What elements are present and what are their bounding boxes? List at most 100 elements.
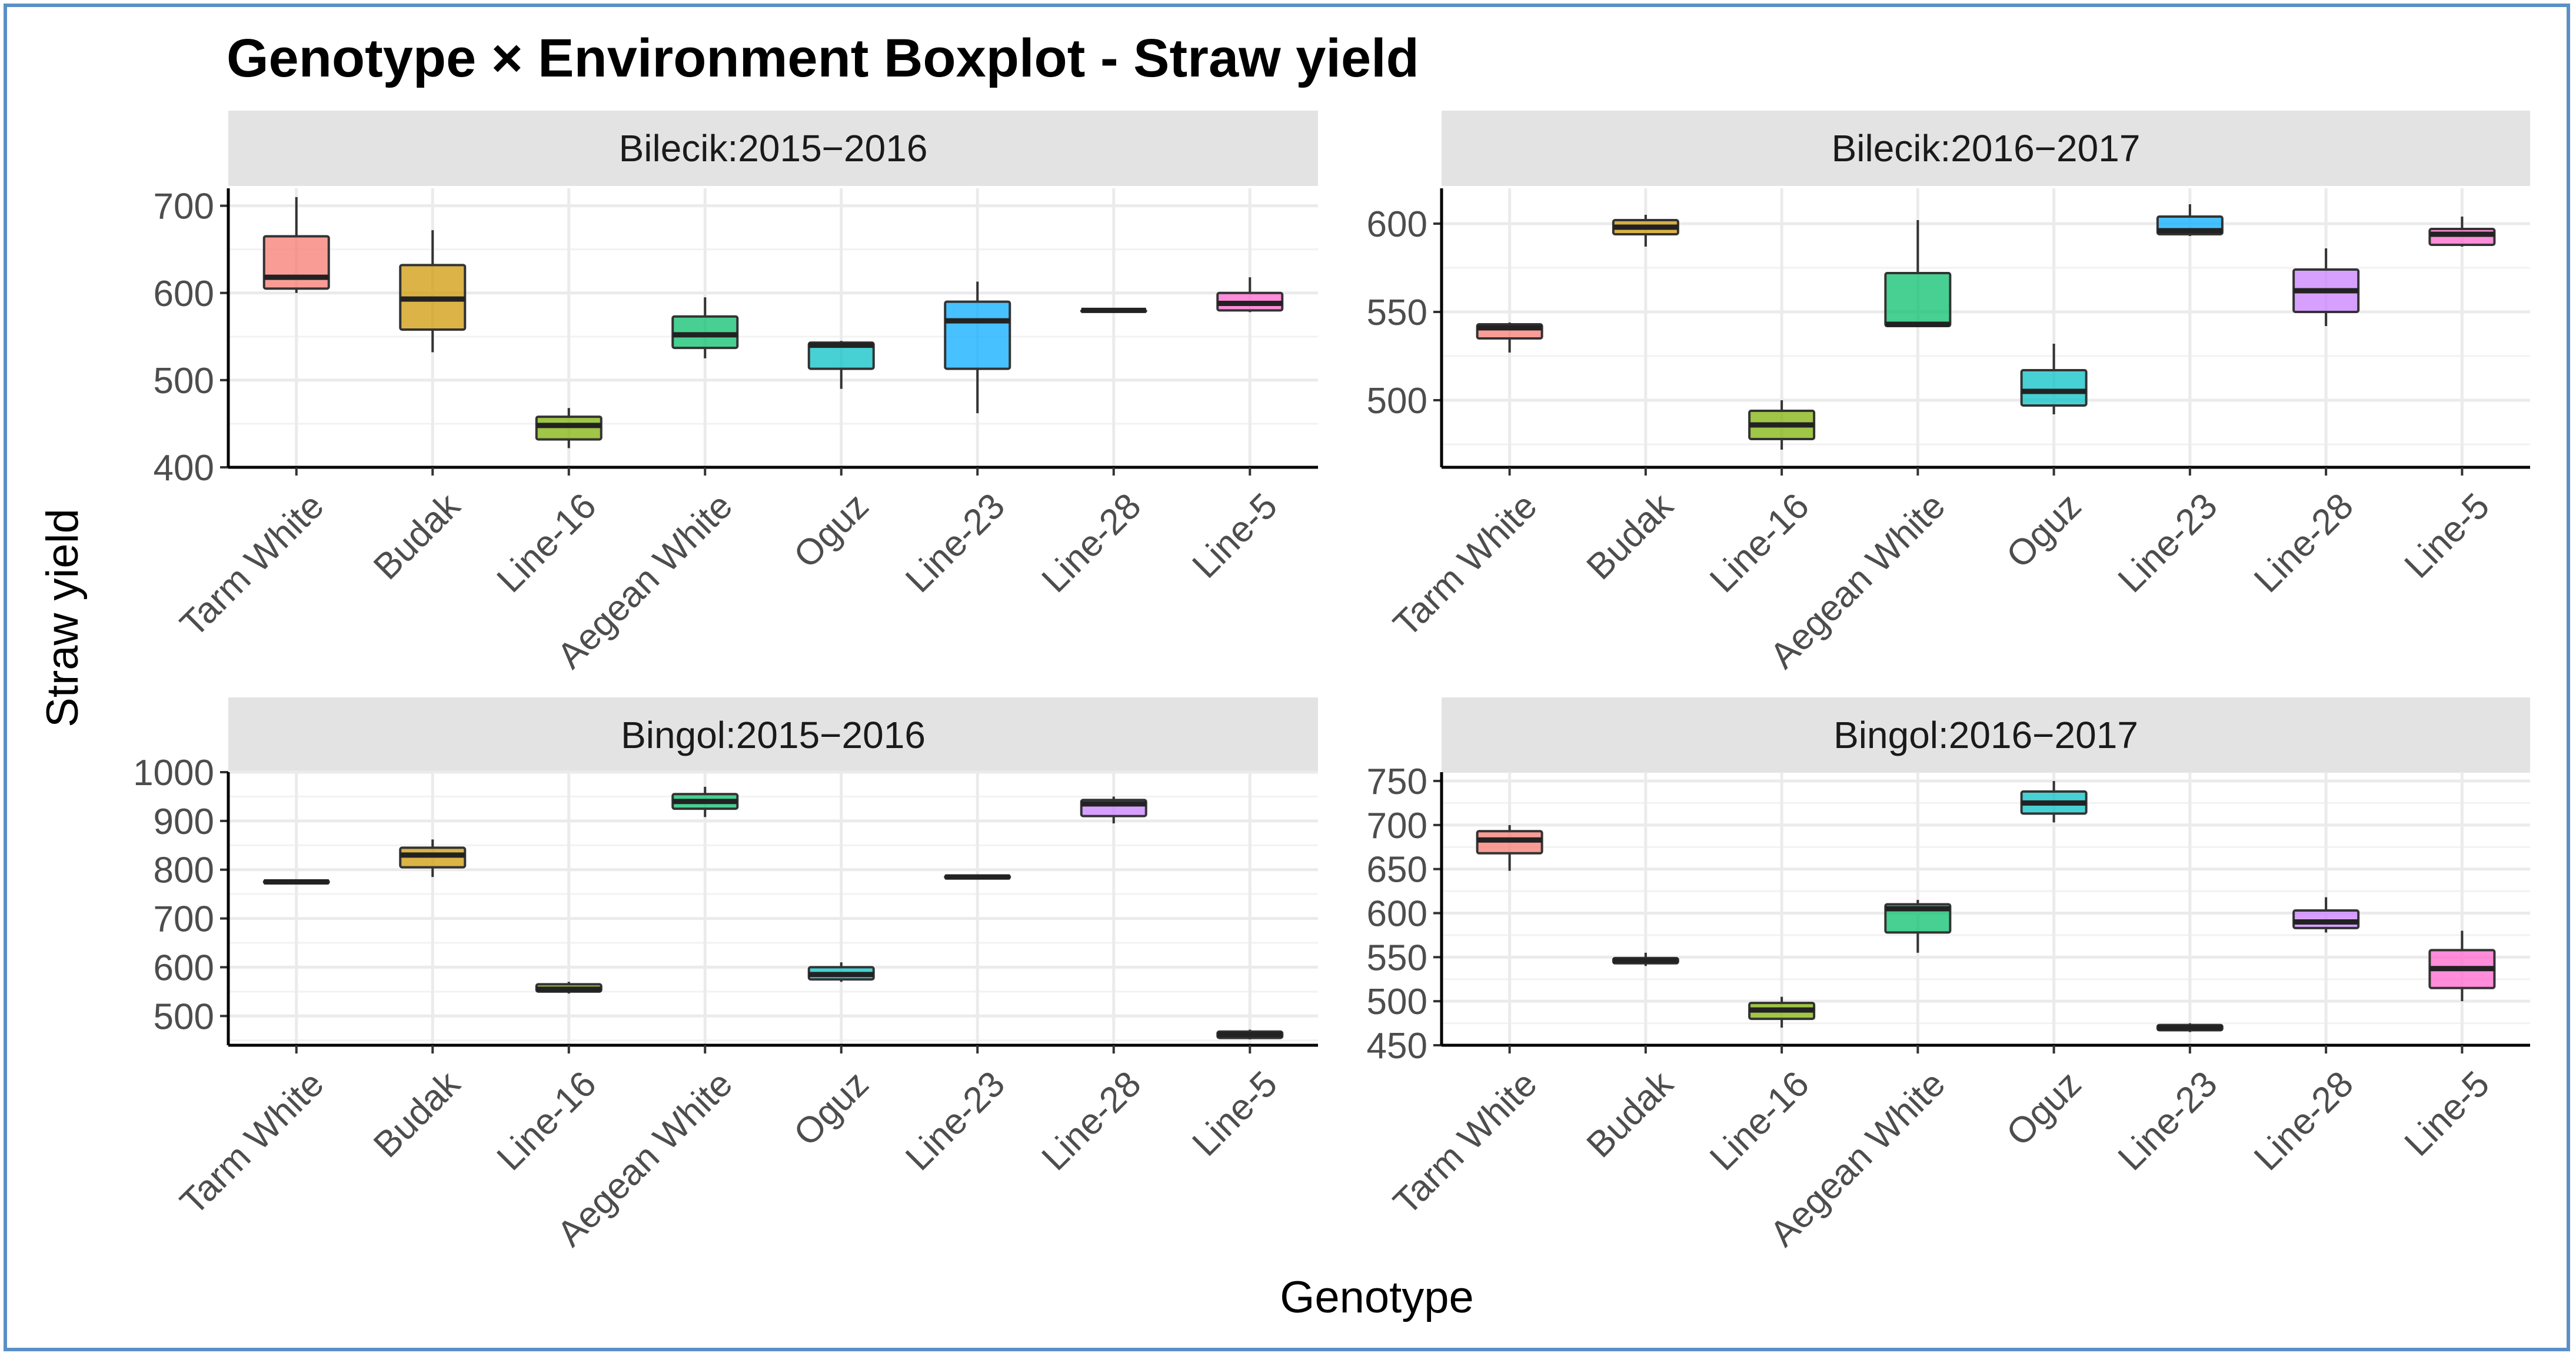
boxplot-tarm-white xyxy=(262,879,330,885)
box-iqr xyxy=(944,300,1011,370)
x-tick-label: Line-23 xyxy=(2111,486,2225,600)
chart-title: Genotype × Environment Boxplot - Straw y… xyxy=(227,28,1419,88)
x-tick-label: Line-28 xyxy=(1034,1063,1149,1178)
x-tick-label: Budak xyxy=(1579,485,1682,587)
y-tick-label: 650 xyxy=(1367,850,1427,890)
x-tick-label: Line-16 xyxy=(490,1063,604,1178)
x-tick-label: Tarm White xyxy=(1386,486,1545,644)
y-tick-label: 500 xyxy=(154,996,214,1037)
boxplot-oguz xyxy=(2020,344,2088,414)
facet-strip-label: Bingol:2015−2016 xyxy=(621,714,926,756)
boxplot-line-28 xyxy=(1080,307,1147,313)
boxplot-line-16 xyxy=(535,408,603,448)
boxplot-line-5 xyxy=(2428,930,2496,1002)
y-axis-title: Straw yield xyxy=(38,508,88,727)
x-tick-label: Line-23 xyxy=(2111,1063,2225,1178)
y-tick-label: 400 xyxy=(154,448,214,488)
x-tick-label: Line-28 xyxy=(2246,1063,2361,1178)
facet-strip-bingol-2015-2016 xyxy=(228,697,1318,773)
boxplot-oguz xyxy=(807,341,875,389)
boxplot-line-23 xyxy=(2156,204,2224,236)
x-tick-label: Oguz xyxy=(1999,1063,2089,1154)
facet-strip-label: Bingol:2016−2017 xyxy=(1833,714,2138,756)
y-tick-label: 700 xyxy=(154,187,214,227)
facet-strip-bingol-2016-2017 xyxy=(1442,697,2530,773)
box-iqr xyxy=(2020,369,2088,407)
x-tick-label: Budak xyxy=(366,1063,468,1165)
boxplot-aegean-white xyxy=(1884,220,1952,327)
x-tick-label: Line-16 xyxy=(1702,486,1817,600)
boxplot-aegean-white xyxy=(1884,900,1952,953)
y-tick-label: 550 xyxy=(1367,293,1427,333)
y-tick-label: 750 xyxy=(1367,762,1427,802)
facet-strip-bilecik-2016-2017 xyxy=(1442,111,2530,186)
x-tick-label: Line-16 xyxy=(1702,1063,1817,1178)
boxplot-line-5 xyxy=(2428,217,2496,247)
boxplot-aegean-white xyxy=(671,297,739,358)
y-tick-label: 900 xyxy=(154,802,214,842)
y-tick-label: 1000 xyxy=(133,753,214,793)
y-tick-label: 700 xyxy=(154,899,214,940)
box-iqr xyxy=(262,235,330,290)
y-tick-label: 500 xyxy=(1367,381,1427,421)
facet-strip-label: Bilecik:2016−2017 xyxy=(1832,127,2141,170)
boxplot-line-23 xyxy=(944,281,1011,414)
x-tick-label: Line-28 xyxy=(2246,486,2361,600)
x-tick-label: Tarm White xyxy=(172,1063,331,1222)
x-tick-label: Budak xyxy=(1579,1063,1682,1165)
y-tick-label: 600 xyxy=(1367,893,1427,934)
x-tick-label: Line-5 xyxy=(2397,1063,2498,1164)
facet-strip-label: Bilecik:2015−2016 xyxy=(619,127,928,170)
boxplot-line-28 xyxy=(2292,248,2360,326)
boxplot-line-23 xyxy=(944,874,1011,880)
boxplot-tarm-white xyxy=(1476,323,1543,353)
panel-3: Bingol:2015−2016 500 600 700 800 900 1000 Tarm … xyxy=(133,697,1318,1254)
boxplot-oguz xyxy=(2020,780,2088,823)
boxplot-line-5 xyxy=(1216,1029,1284,1040)
x-tick-label: Line-23 xyxy=(898,1063,1013,1178)
y-tick-label: 550 xyxy=(1367,938,1427,978)
boxplot-budak xyxy=(1612,215,1679,247)
y-tick-label: 500 xyxy=(154,361,214,401)
panel-2: Bilecik:2016−2017 500 550 600 Tarm White Buda… xyxy=(1367,111,2530,676)
y-tick-label: 600 xyxy=(154,274,214,314)
boxplot-line-5 xyxy=(1216,277,1284,313)
boxplot-tarm-white xyxy=(262,197,330,293)
facet-strip-bilecik-2015-2016 xyxy=(228,111,1318,186)
y-tick-label: 500 xyxy=(1367,982,1427,1022)
x-tick-label: Tarm White xyxy=(172,486,331,644)
x-tick-label: Line-23 xyxy=(898,486,1013,600)
x-tick-label: Oguz xyxy=(1999,486,2089,576)
boxplot-line-28 xyxy=(1080,796,1147,823)
boxplot-budak xyxy=(399,839,467,878)
x-tick-label: Line-5 xyxy=(1184,1063,1285,1164)
x-tick-label: Budak xyxy=(366,485,468,587)
x-tick-label: Oguz xyxy=(786,486,877,576)
boxplot-tarm-white xyxy=(1476,825,1543,871)
y-tick-label: 800 xyxy=(154,850,214,891)
x-tick-label: Line-16 xyxy=(490,486,604,600)
x-tick-label: Tarm White xyxy=(1386,1063,1545,1222)
y-tick-label: 700 xyxy=(1367,806,1427,846)
boxplot-line-23 xyxy=(2156,1023,2224,1032)
y-tick-label: 600 xyxy=(1367,204,1427,245)
boxplot-line-16 xyxy=(1748,400,1816,450)
boxplot-line-16 xyxy=(1748,996,1816,1028)
panel-1: Bilecik:2015−2016 400 500 600 700 Tarm White B… xyxy=(154,111,1318,676)
boxplot-line-16 xyxy=(535,982,603,994)
boxplot-aegean-white xyxy=(671,786,739,817)
boxplot-budak xyxy=(1612,952,1679,966)
x-tick-label: Oguz xyxy=(786,1063,877,1154)
x-axis-title: Genotype xyxy=(1280,1272,1474,1322)
x-tick-label: Line-5 xyxy=(1184,486,1285,586)
x-tick-label: Line-28 xyxy=(1034,486,1149,600)
y-tick-label: 600 xyxy=(154,948,214,988)
boxplot-line-28 xyxy=(2292,897,2360,933)
boxplot-budak xyxy=(399,230,467,353)
y-tick-label: 450 xyxy=(1367,1026,1427,1066)
boxplot-oguz xyxy=(807,962,875,982)
box-iqr xyxy=(1884,272,1952,327)
